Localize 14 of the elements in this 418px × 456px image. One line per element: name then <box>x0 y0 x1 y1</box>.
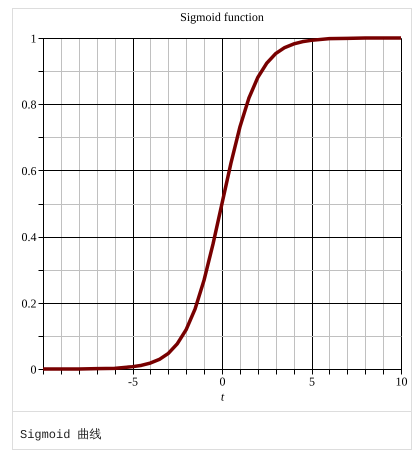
x-axis-title: t <box>220 390 225 404</box>
y-tick-label: 1 <box>30 32 36 46</box>
chart-title: Sigmoid function <box>180 10 264 24</box>
text: Sigmoid 曲线 <box>13 411 411 449</box>
y-tick-label: 0.4 <box>22 230 36 244</box>
x-tick-label: -5 <box>128 374 138 388</box>
y-tick-label: 0.2 <box>22 296 36 310</box>
y-tick-label: 0 <box>30 362 36 376</box>
y-tick-label: 0.6 <box>22 164 36 178</box>
line-series <box>41 36 403 371</box>
y-tick-label: 0.8 <box>22 98 36 112</box>
x-tick-label: 0 <box>220 374 226 388</box>
x-tick-label: 5 <box>309 374 315 388</box>
x-tick-label: 10 <box>396 374 408 388</box>
